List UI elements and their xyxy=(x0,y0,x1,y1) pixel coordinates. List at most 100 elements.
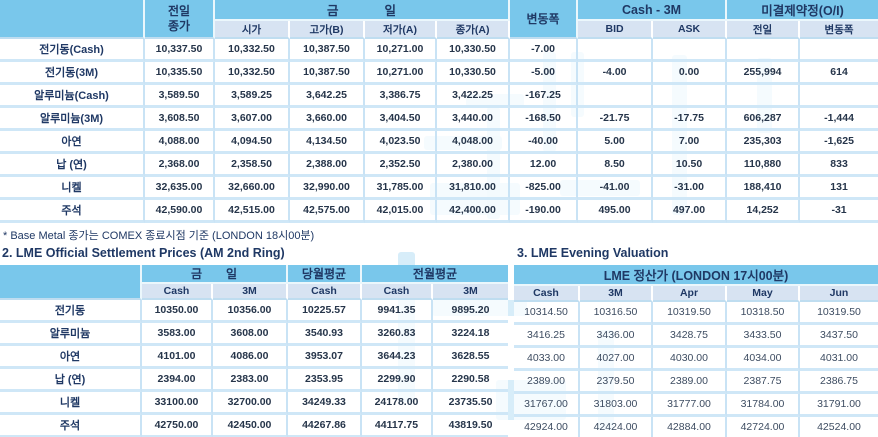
value-cell: 9895.20 xyxy=(433,300,509,323)
table-row: 주석 42,590.00 42,515.00 42,575.00 42,015.00 42… xyxy=(0,200,878,223)
value-cell: 4030.00 xyxy=(653,348,727,371)
row-label: 전기동(3M) xyxy=(0,62,145,85)
value-cell: 614 xyxy=(800,62,878,85)
value-cell: 2,380.00 xyxy=(437,154,511,177)
value-cell: 10319.50 xyxy=(653,302,727,325)
value-cell: 42424.00 xyxy=(580,417,653,437)
table-row: 니켈 33100.00 32700.00 34249.33 24178.00 23735.… xyxy=(0,392,509,415)
col-header-low: 저가(A) xyxy=(365,21,437,39)
value-cell: 42,015.00 xyxy=(365,200,437,223)
group-header-open-interest: 미결제약정(O/I) xyxy=(727,0,878,21)
today-label-part2: 일 xyxy=(226,267,238,281)
col-header-prev-3m: 3M xyxy=(433,284,509,300)
value-cell: 3437.50 xyxy=(800,325,878,348)
col-header-may: May xyxy=(727,286,800,302)
col-header-3m: 3M xyxy=(580,286,653,302)
value-cell: 3,589.25 xyxy=(215,85,290,108)
col-header-prev-cash: Cash xyxy=(362,284,433,300)
table-row: 납 (연) 2394.00 2383.00 2353.95 2299.90 2290.58 xyxy=(0,369,509,392)
row-label: 알루미늄(Cash) xyxy=(0,85,145,108)
value-cell: 3,422.25 xyxy=(437,85,511,108)
col-header-3m: 3M xyxy=(213,284,288,300)
value-cell: 2290.58 xyxy=(433,369,509,392)
table-row: 10314.50 10316.50 10319.50 10318.50 10319.50 xyxy=(514,302,878,325)
value-cell: 3416.25 xyxy=(514,325,580,348)
row-label: 전기동 xyxy=(0,300,142,323)
value-cell: 833 xyxy=(800,154,878,177)
row-label: 납 (연) xyxy=(0,369,142,392)
value-cell: 497.00 xyxy=(653,200,728,223)
value-cell: 3,404.50 xyxy=(365,108,437,131)
value-cell xyxy=(653,85,728,108)
value-cell: -168.50 xyxy=(510,108,579,131)
value-cell xyxy=(800,39,878,62)
value-cell: 8.50 xyxy=(578,154,654,177)
value-cell: 3,660.00 xyxy=(290,108,365,131)
value-cell: -40.00 xyxy=(510,131,579,154)
value-cell: 5.00 xyxy=(578,131,654,154)
value-cell: 3644.23 xyxy=(362,346,433,369)
value-cell: 42,515.00 xyxy=(215,200,290,223)
value-cell: 42924.00 xyxy=(514,417,580,437)
table-row: 3416.25 3436.00 3428.75 3433.50 3437.50 xyxy=(514,325,878,348)
col-header-month-avg-cash: Cash xyxy=(288,284,362,300)
table-row: 알루미늄(Cash) 3,589.50 3,589.25 3,642.25 3,386.… xyxy=(0,85,878,108)
value-cell: 10316.50 xyxy=(580,302,653,325)
value-cell: 4086.00 xyxy=(213,346,288,369)
value-cell: 10,330.50 xyxy=(437,62,511,85)
value-cell: 3,608.50 xyxy=(145,108,215,131)
value-cell: 32,660.00 xyxy=(215,177,290,200)
table-row: 4033.00 4027.00 4030.00 4034.00 4031.00 xyxy=(514,348,878,371)
row-label: 아연 xyxy=(0,346,142,369)
value-cell: 0.00 xyxy=(653,62,728,85)
value-cell: 4031.00 xyxy=(800,348,878,371)
value-cell: 2383.00 xyxy=(213,369,288,392)
value-cell: 3428.75 xyxy=(653,325,727,348)
col-header-bid: BID xyxy=(578,21,654,39)
value-cell: 4,088.00 xyxy=(145,131,215,154)
value-cell: 2,388.00 xyxy=(290,154,365,177)
value-cell: 3583.00 xyxy=(142,323,213,346)
value-cell: 3436.00 xyxy=(580,325,653,348)
value-cell: 10,330.50 xyxy=(437,39,511,62)
row-label: 알루미늄(3M) xyxy=(0,108,145,131)
settlement-table: 금 일 당월평균 전월평균 Cash 3M Cash Cash 3M 전기동 10… xyxy=(0,265,509,437)
value-cell: 31777.00 xyxy=(653,394,727,417)
value-cell: 4034.00 xyxy=(727,348,800,371)
value-cell: 2299.90 xyxy=(362,369,433,392)
table-row: 31767.00 31803.00 31777.00 31784.00 31791.00 xyxy=(514,394,878,417)
value-cell: 10,337.50 xyxy=(145,39,215,62)
today-label-part1: 금 xyxy=(190,267,202,281)
table-row: 주석 42750.00 42450.00 44267.86 44117.75 43819.… xyxy=(0,415,509,437)
group-header-today: 금 일 xyxy=(215,0,511,21)
value-cell: -41.00 xyxy=(578,177,654,200)
value-cell: 10318.50 xyxy=(727,302,800,325)
value-cell: 4027.00 xyxy=(580,348,653,371)
value-cell: 3433.50 xyxy=(727,325,800,348)
value-cell: 7.00 xyxy=(653,131,728,154)
value-cell: 3,440.00 xyxy=(437,108,511,131)
col-header-high: 고가(B) xyxy=(290,21,365,39)
table-row: 전기동(Cash) 10,337.50 10,332.50 10,387.50 10,2… xyxy=(0,39,878,62)
value-cell: -7.00 xyxy=(510,39,579,62)
value-cell: 32700.00 xyxy=(213,392,288,415)
value-cell: 2,368.00 xyxy=(145,154,215,177)
value-cell: 42,575.00 xyxy=(290,200,365,223)
value-cell: 2386.75 xyxy=(800,371,878,394)
value-cell: -5.00 xyxy=(510,62,579,85)
prev-close-line2: 종가 xyxy=(167,18,191,33)
col-header-cash: Cash xyxy=(514,286,580,302)
value-cell xyxy=(578,85,654,108)
value-cell: 4101.00 xyxy=(142,346,213,369)
value-cell: 3,607.00 xyxy=(215,108,290,131)
value-cell: 31,810.00 xyxy=(437,177,511,200)
row-label: 니켈 xyxy=(0,392,142,415)
corner-header xyxy=(0,0,145,39)
value-cell: 10,387.50 xyxy=(290,39,365,62)
value-cell: 4,023.50 xyxy=(365,131,437,154)
table-row: 아연 4,088.00 4,094.50 4,134.50 4,023.50 4,048.… xyxy=(0,131,878,154)
value-cell: 42724.00 xyxy=(727,417,800,437)
value-cell: -190.00 xyxy=(510,200,579,223)
value-cell: 3,386.75 xyxy=(365,85,437,108)
